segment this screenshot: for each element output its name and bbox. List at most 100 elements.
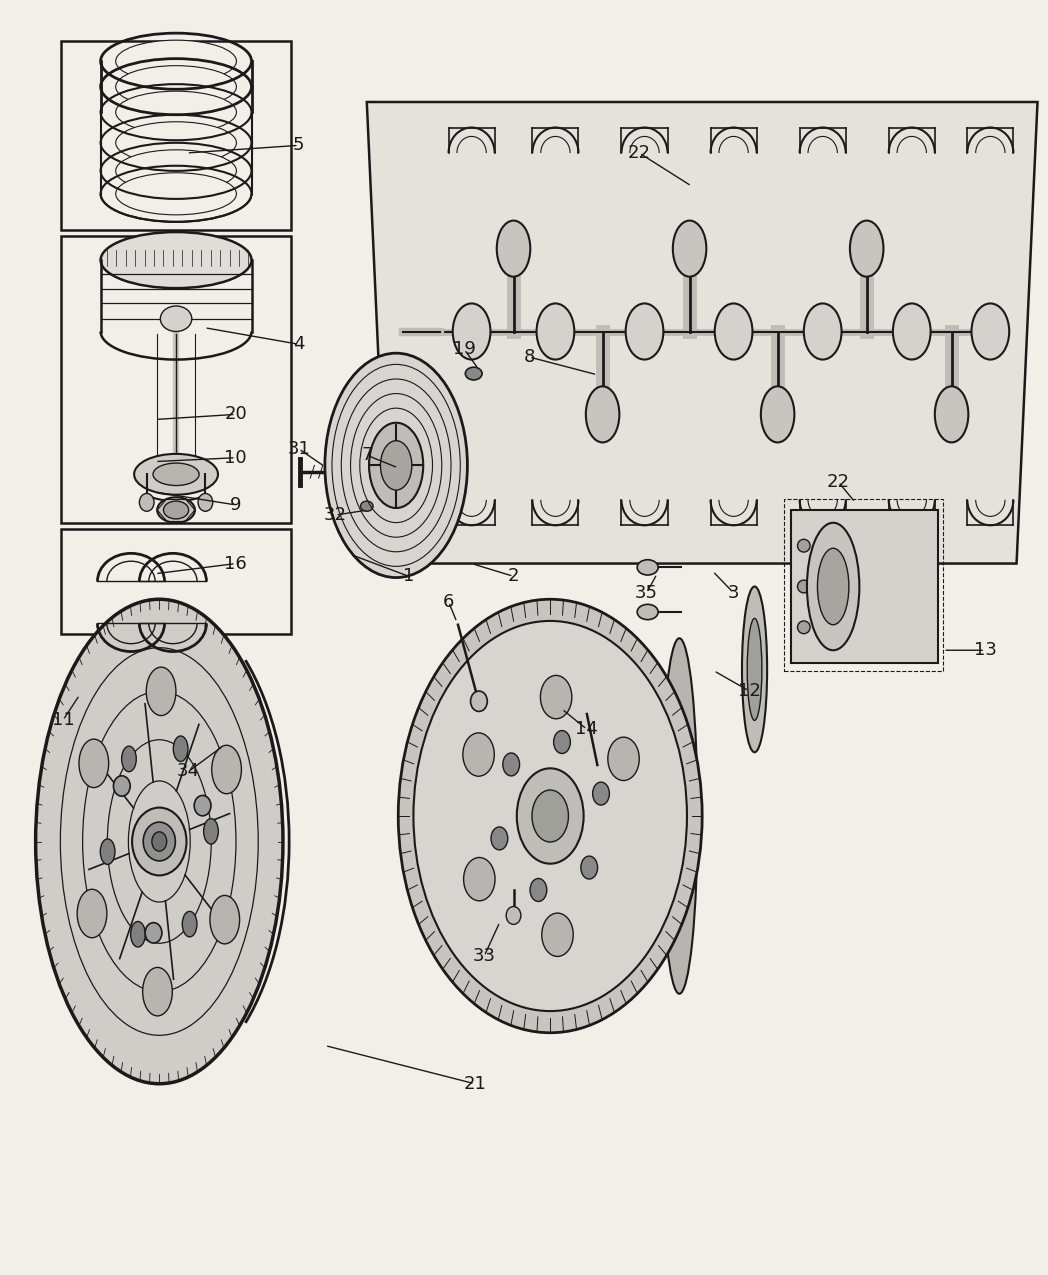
Ellipse shape bbox=[807, 523, 859, 650]
Text: 4: 4 bbox=[293, 335, 304, 353]
Ellipse shape bbox=[637, 604, 658, 620]
Ellipse shape bbox=[804, 303, 842, 360]
Ellipse shape bbox=[761, 386, 794, 442]
Ellipse shape bbox=[115, 66, 237, 108]
Ellipse shape bbox=[517, 769, 584, 863]
Ellipse shape bbox=[361, 501, 373, 511]
Ellipse shape bbox=[144, 822, 175, 861]
Ellipse shape bbox=[893, 303, 931, 360]
Text: 13: 13 bbox=[974, 641, 997, 659]
Ellipse shape bbox=[145, 923, 161, 944]
Ellipse shape bbox=[530, 878, 547, 901]
Ellipse shape bbox=[134, 454, 218, 495]
Ellipse shape bbox=[626, 303, 663, 360]
Ellipse shape bbox=[637, 560, 658, 575]
Ellipse shape bbox=[465, 367, 482, 380]
Ellipse shape bbox=[747, 618, 762, 720]
Ellipse shape bbox=[542, 913, 573, 956]
Ellipse shape bbox=[492, 827, 508, 850]
Ellipse shape bbox=[971, 303, 1009, 360]
Text: 12: 12 bbox=[738, 682, 761, 700]
Ellipse shape bbox=[352, 495, 381, 518]
Ellipse shape bbox=[497, 221, 530, 277]
Text: 19: 19 bbox=[453, 340, 476, 358]
Ellipse shape bbox=[160, 306, 192, 332]
Ellipse shape bbox=[101, 232, 252, 288]
Ellipse shape bbox=[742, 586, 767, 752]
Ellipse shape bbox=[131, 922, 146, 947]
Ellipse shape bbox=[715, 303, 752, 360]
Text: 32: 32 bbox=[324, 506, 347, 524]
Ellipse shape bbox=[592, 782, 609, 805]
Ellipse shape bbox=[798, 621, 810, 634]
Ellipse shape bbox=[210, 895, 240, 944]
Text: 8: 8 bbox=[524, 348, 534, 366]
Ellipse shape bbox=[115, 150, 237, 191]
Ellipse shape bbox=[608, 737, 639, 780]
Ellipse shape bbox=[115, 92, 237, 134]
Ellipse shape bbox=[139, 493, 154, 511]
Polygon shape bbox=[791, 510, 938, 663]
Ellipse shape bbox=[935, 386, 968, 442]
Ellipse shape bbox=[143, 968, 172, 1016]
Text: 11: 11 bbox=[51, 711, 74, 729]
Text: 16: 16 bbox=[224, 555, 247, 572]
Ellipse shape bbox=[147, 667, 176, 715]
Bar bbox=[61, 529, 291, 634]
Text: 9: 9 bbox=[231, 496, 241, 514]
Text: 21: 21 bbox=[463, 1075, 486, 1093]
Ellipse shape bbox=[78, 889, 107, 937]
Ellipse shape bbox=[36, 599, 283, 1084]
Ellipse shape bbox=[586, 386, 619, 442]
Ellipse shape bbox=[463, 733, 495, 776]
Ellipse shape bbox=[132, 807, 187, 876]
Ellipse shape bbox=[850, 221, 883, 277]
Text: 31: 31 bbox=[287, 440, 310, 458]
Text: 35: 35 bbox=[635, 584, 658, 602]
Ellipse shape bbox=[798, 539, 810, 552]
Ellipse shape bbox=[115, 122, 237, 163]
Text: 14: 14 bbox=[575, 720, 598, 738]
Text: 5: 5 bbox=[293, 136, 304, 154]
Ellipse shape bbox=[463, 858, 495, 901]
Text: 34: 34 bbox=[177, 762, 200, 780]
Ellipse shape bbox=[541, 676, 572, 719]
Ellipse shape bbox=[115, 41, 237, 82]
Ellipse shape bbox=[152, 831, 167, 852]
Ellipse shape bbox=[506, 907, 521, 924]
Ellipse shape bbox=[203, 819, 218, 844]
Text: 20: 20 bbox=[224, 405, 247, 423]
Bar bbox=[61, 236, 291, 523]
Ellipse shape bbox=[153, 463, 199, 486]
Text: 10: 10 bbox=[224, 449, 247, 467]
Ellipse shape bbox=[453, 303, 490, 360]
Ellipse shape bbox=[673, 221, 706, 277]
Text: 2: 2 bbox=[508, 567, 519, 585]
Ellipse shape bbox=[380, 441, 412, 490]
Ellipse shape bbox=[113, 775, 130, 796]
Ellipse shape bbox=[79, 740, 109, 788]
Ellipse shape bbox=[471, 691, 487, 711]
Ellipse shape bbox=[173, 736, 188, 761]
Text: 33: 33 bbox=[473, 947, 496, 965]
Ellipse shape bbox=[798, 580, 810, 593]
Ellipse shape bbox=[413, 621, 687, 1011]
Ellipse shape bbox=[198, 493, 213, 511]
Ellipse shape bbox=[581, 856, 597, 878]
Ellipse shape bbox=[369, 423, 423, 507]
Text: 22: 22 bbox=[827, 473, 850, 491]
Text: 3: 3 bbox=[728, 584, 739, 602]
Ellipse shape bbox=[537, 303, 574, 360]
Ellipse shape bbox=[115, 173, 237, 214]
Ellipse shape bbox=[122, 746, 136, 771]
Ellipse shape bbox=[163, 501, 189, 519]
Polygon shape bbox=[367, 102, 1038, 564]
Ellipse shape bbox=[817, 548, 849, 625]
Ellipse shape bbox=[157, 497, 195, 523]
Ellipse shape bbox=[212, 746, 241, 794]
Text: 22: 22 bbox=[628, 144, 651, 162]
Text: 7: 7 bbox=[362, 446, 372, 464]
Text: 6: 6 bbox=[443, 593, 454, 611]
Ellipse shape bbox=[101, 839, 115, 864]
Bar bbox=[784, 499, 943, 671]
